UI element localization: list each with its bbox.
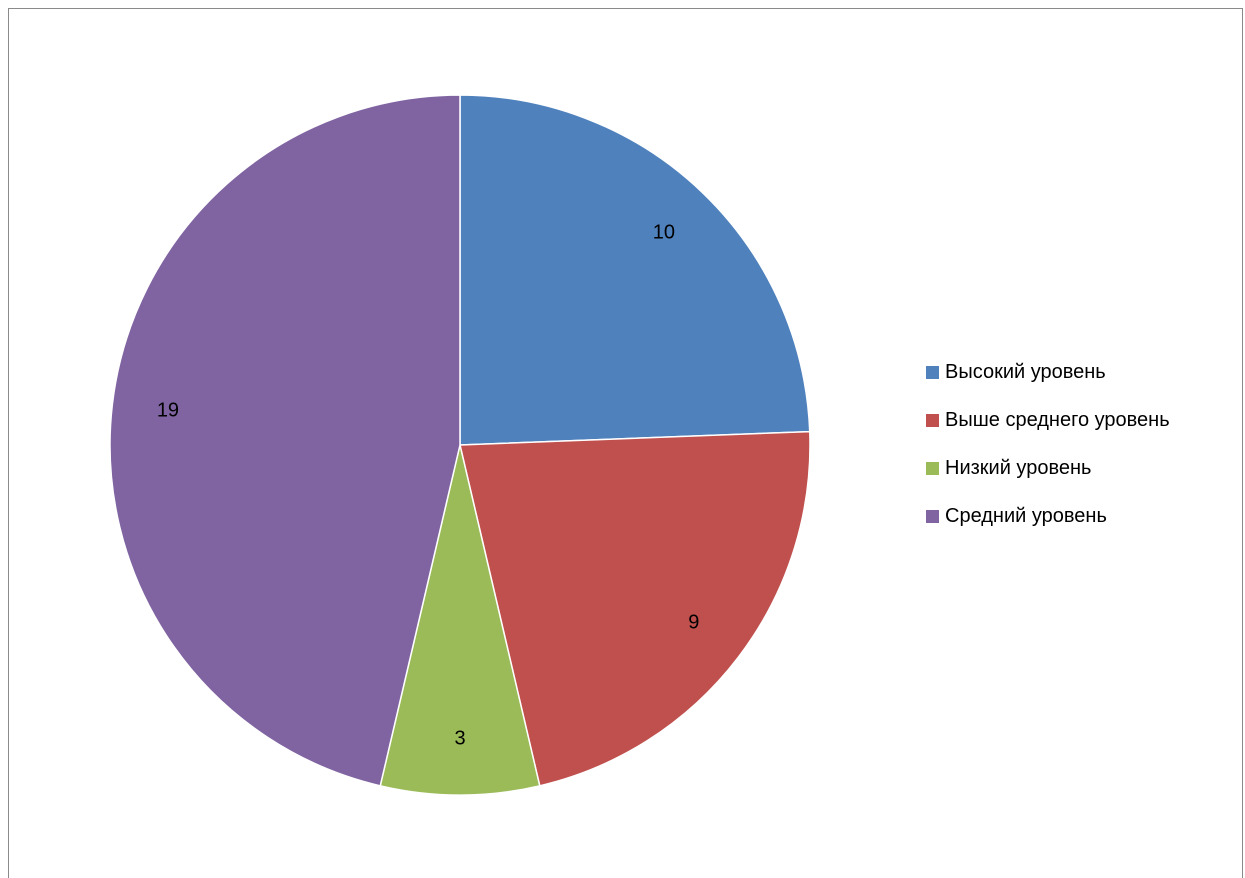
legend-item-1: Выше среднего уровень [926,408,1170,433]
legend-item-2: Низкий уровень [926,456,1170,481]
pie-slice-0 [459,94,811,446]
slice-value-label-1: 9 [688,612,699,634]
legend-swatch [926,510,939,523]
legend-swatch [926,414,939,427]
pie-slice-1 [459,430,811,787]
pie-slice-3 [109,94,461,787]
slice-value-label-2: 3 [454,727,465,749]
slice-value-label-3: 19 [157,400,179,422]
legend-label: Средний уровень [945,505,1107,527]
legend-item-0: Высокий уровень [926,360,1170,385]
slice-value-label-0: 10 [653,221,675,243]
legend-label: Низкий уровень [945,457,1092,479]
legend-swatch [926,462,939,475]
legend-label: Высокий уровень [945,361,1106,383]
chart-frame [8,8,1243,878]
pie-slice-2 [379,444,541,796]
legend-item-3: Средний уровень [926,504,1170,529]
legend: Высокий уровень Выше среднего уровень Низк… [926,360,1170,552]
legend-swatch [926,366,939,379]
legend-label: Выше среднего уровень [945,409,1170,431]
